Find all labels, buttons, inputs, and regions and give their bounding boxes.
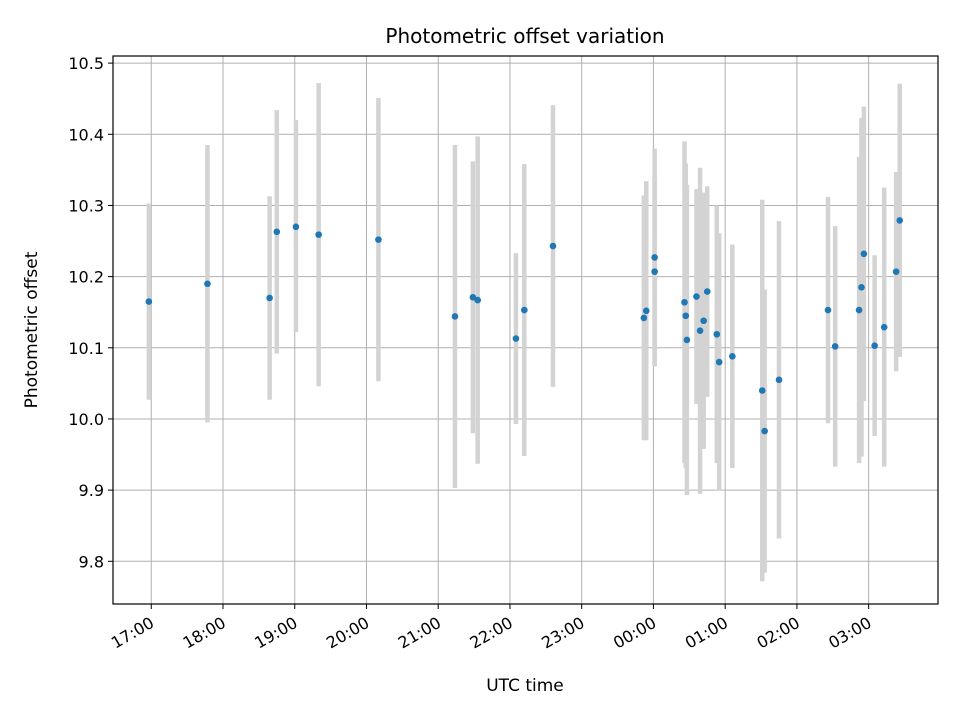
data-point — [642, 307, 650, 315]
data-point — [824, 306, 832, 314]
y-tick-label: 10.5 — [68, 54, 104, 73]
data-point — [640, 314, 648, 322]
x-tick-label: 23:00 — [538, 613, 587, 653]
x-tick-label: 01:00 — [682, 613, 731, 653]
data-point — [375, 236, 382, 243]
data-point — [512, 335, 520, 342]
data-point — [858, 283, 865, 291]
y-axis-label: Photometric offset — [22, 251, 42, 408]
data-point — [758, 387, 766, 394]
plot-frame — [112, 55, 939, 605]
data-point — [715, 358, 723, 366]
point-layer — [145, 217, 904, 435]
data-point — [775, 376, 783, 384]
x-tick-label: 03:00 — [825, 613, 874, 653]
x-tick-label: 21:00 — [395, 613, 444, 653]
x-tick-label: 17:00 — [108, 613, 157, 653]
x-tick-label: 18:00 — [180, 613, 229, 653]
data-point — [880, 323, 888, 331]
x-tick-label: 19:00 — [251, 613, 300, 653]
data-point — [451, 313, 459, 320]
data-point — [693, 293, 700, 300]
y-tick-label: 9.8 — [79, 552, 104, 571]
data-point — [145, 298, 153, 305]
x-axis: 17:00 18:00 19:00 20:00 21:00 22:00 23:00 00:00… — [108, 604, 875, 653]
data-point — [855, 306, 863, 314]
errorbar-layer — [146, 83, 902, 582]
y-tick-label: 9.9 — [79, 481, 104, 500]
data-point — [681, 298, 688, 306]
data-point — [703, 288, 711, 295]
data-point — [892, 268, 900, 275]
data-point — [713, 330, 721, 338]
data-point — [521, 306, 528, 314]
data-point — [474, 296, 481, 304]
data-point — [273, 228, 281, 236]
x-axis-label: UTC time — [486, 676, 564, 696]
data-point — [549, 242, 557, 250]
data-point — [696, 327, 704, 335]
x-tick-label: 00:00 — [610, 613, 659, 653]
data-point — [682, 312, 690, 320]
data-point — [651, 268, 658, 275]
y-tick-label: 10.2 — [68, 268, 104, 287]
data-point — [761, 427, 768, 435]
data-point — [860, 250, 868, 258]
y-axis: 9.8 9.9 10.0 10.1 10.2 10.3 10.4 10.5 — [68, 54, 113, 571]
data-point — [266, 294, 273, 302]
y-tick-label: 10.0 — [68, 410, 104, 429]
y-tick-label: 10.1 — [68, 339, 104, 358]
data-point — [831, 343, 839, 350]
x-tick-label: 02:00 — [753, 613, 802, 653]
data-point — [700, 317, 707, 325]
data-point — [315, 231, 322, 238]
data-point — [292, 223, 300, 231]
data-point — [871, 342, 878, 349]
x-tick-label: 22:00 — [467, 613, 516, 653]
data-point — [651, 254, 658, 261]
y-tick-label: 10.4 — [68, 125, 104, 144]
data-point — [683, 336, 691, 344]
data-point — [729, 353, 736, 360]
data-point — [469, 293, 477, 301]
x-tick-label: 20:00 — [323, 613, 372, 653]
data-point — [896, 217, 904, 224]
chart-title: Photometric offset variation — [385, 24, 664, 48]
data-point — [204, 280, 211, 288]
y-tick-label: 10.3 — [68, 196, 104, 215]
